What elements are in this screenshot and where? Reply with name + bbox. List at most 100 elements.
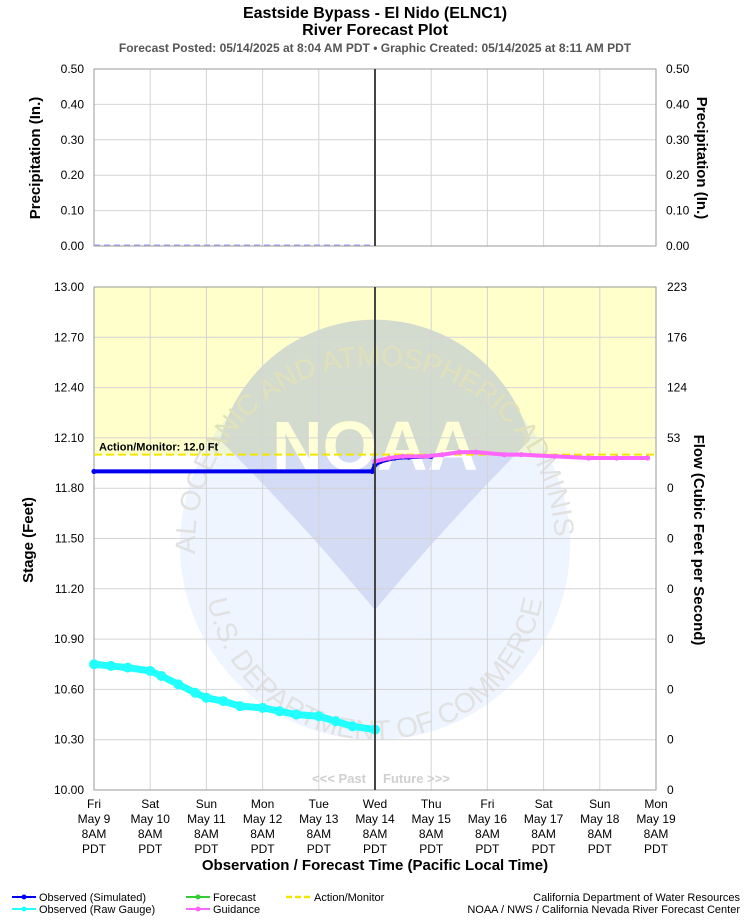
x-tick-label: 8AM xyxy=(250,827,275,841)
x-tick-label: 8AM xyxy=(531,827,556,841)
data-point xyxy=(291,709,302,720)
x-tick-label: May 18 xyxy=(580,812,620,826)
x-tick-label: Mon xyxy=(644,797,667,811)
stage-tick-left: 10.60 xyxy=(54,682,84,696)
legend-observed-raw: Observed (Raw Gauge) xyxy=(12,904,155,916)
data-point xyxy=(173,679,184,690)
x-tick-label: Sun xyxy=(196,797,217,811)
future-label: Future >>> xyxy=(383,771,450,786)
data-point xyxy=(190,687,201,698)
precip-tick-left: 0.00 xyxy=(61,239,85,253)
x-tick-label: May 11 xyxy=(187,812,226,826)
stage-tick-left: 11.50 xyxy=(55,532,84,546)
data-point xyxy=(422,453,429,459)
chart-subtitle: River Forecast Plot xyxy=(302,22,449,39)
legend-label: Observed (Simulated) xyxy=(39,892,146,904)
precip-tick-labels: 0.50 0.50 0.40 0.40 0.30 0.30 0.20 0.20 0.10 0.10… xyxy=(61,62,690,253)
flow-ylabel: Flow (Cubic Feet per Second) xyxy=(690,435,707,646)
x-tick-label: 8AM xyxy=(475,827,500,841)
data-point xyxy=(386,455,392,461)
data-point xyxy=(274,706,285,717)
flow-tick-right: 0 xyxy=(667,733,674,747)
data-point xyxy=(473,449,479,455)
data-point xyxy=(369,468,375,475)
series-observed-raw-gauge- xyxy=(89,659,380,735)
x-tick-label: PDT xyxy=(307,842,332,856)
legend-label: Action/Monitor xyxy=(314,892,385,904)
x-tick-label: PDT xyxy=(363,842,388,856)
stage-tick-labels: 13.00 223 12.70 176 12.40 124 12.10 53 11.80 0 11.… xyxy=(54,280,687,797)
stage-ylabel: Stage (Feet) xyxy=(20,497,37,583)
x-tick-label: PDT xyxy=(588,842,613,856)
posted-info: Forecast Posted: 05/14/2025 at 8:04 AM P… xyxy=(119,41,632,55)
stage-tick-left: 10.90 xyxy=(54,632,84,646)
legend-forecast: Forecast xyxy=(186,892,256,904)
legend-guidance: Guidance xyxy=(186,904,260,916)
precip-tick-left: 0.30 xyxy=(61,133,85,147)
x-tick-label: Sun xyxy=(589,797,610,811)
flow-tick-right: 0 xyxy=(667,582,674,596)
data-point xyxy=(105,660,116,671)
x-tick-label: May 19 xyxy=(636,812,676,826)
data-point xyxy=(89,659,99,670)
stage-tick-left: 12.10 xyxy=(54,431,84,445)
x-tick-label: PDT xyxy=(138,842,163,856)
x-tick-label: 8AM xyxy=(306,827,331,841)
legend-observed-simulated: Observed (Simulated) xyxy=(12,892,146,904)
x-tick-label: PDT xyxy=(251,842,276,856)
x-tick-label: 8AM xyxy=(138,827,163,841)
x-tick-label: 8AM xyxy=(644,827,669,841)
precip-ylabel-right: Precipitation (In.) xyxy=(693,97,710,220)
legend-label: Observed (Raw Gauge) xyxy=(39,904,155,916)
data-point xyxy=(257,702,268,713)
x-axis-title: Observation / Forecast Time (Pacific Loc… xyxy=(202,857,548,874)
data-point xyxy=(518,452,524,458)
data-point xyxy=(552,453,558,459)
data-point xyxy=(501,452,507,458)
x-tick-label: PDT xyxy=(475,842,500,856)
flow-tick-right: 0 xyxy=(667,682,674,696)
stage-tick-left: 10.30 xyxy=(54,733,84,747)
x-tick-label: Tue xyxy=(309,797,330,811)
x-tick-label: Sat xyxy=(535,797,554,811)
x-tick-label: Wed xyxy=(363,797,387,811)
precip-tick-left: 0.10 xyxy=(61,204,85,218)
precip-tick-right: 0.20 xyxy=(666,168,690,182)
x-tick-label: PDT xyxy=(532,842,557,856)
flow-tick-right: 223 xyxy=(667,280,687,294)
flow-tick-right: 0 xyxy=(667,481,674,495)
x-tick-label: May 12 xyxy=(243,812,283,826)
data-point xyxy=(201,692,212,703)
x-tick-label: Mon xyxy=(251,797,274,811)
series-guidance xyxy=(372,449,651,464)
data-point xyxy=(235,701,246,712)
past-label: <<< Past xyxy=(312,771,367,786)
x-tick-label: May 9 xyxy=(78,812,111,826)
x-tick-label: Fri xyxy=(480,797,494,811)
stage-tick-left: 11.80 xyxy=(55,481,84,495)
data-point xyxy=(585,455,592,461)
precip-tick-left: 0.50 xyxy=(61,62,85,76)
stage-tick-left: 12.70 xyxy=(54,330,84,344)
precip-tick-right: 0.10 xyxy=(666,204,690,218)
precip-tick-right: 0.00 xyxy=(666,239,690,253)
x-tick-label: Thu xyxy=(421,797,442,811)
flow-tick-right: 0 xyxy=(667,532,674,546)
precip-tick-left: 0.20 xyxy=(61,168,85,182)
data-point xyxy=(218,696,229,707)
x-tick-label: 8AM xyxy=(587,827,612,841)
data-point xyxy=(347,721,358,732)
data-point xyxy=(91,468,97,475)
precip-ylabel-left: Precipitation (In.) xyxy=(27,97,44,220)
stage-tick-left: 13.00 xyxy=(54,280,84,294)
data-point xyxy=(313,711,324,722)
data-point xyxy=(456,449,462,455)
stage-tick-left: 10.00 xyxy=(54,783,84,797)
x-tick-label: May 14 xyxy=(355,812,395,826)
stage-tick-left: 12.40 xyxy=(54,381,84,395)
precipitation-panel: 0.50 0.50 0.40 0.40 0.30 0.30 0.20 0.20 0.10 0.10… xyxy=(27,62,710,253)
flow-tick-right: 53 xyxy=(667,431,681,445)
x-tick-label: 8AM xyxy=(82,827,107,841)
x-tick-label: PDT xyxy=(194,842,219,856)
legend-label: Forecast xyxy=(213,892,256,904)
